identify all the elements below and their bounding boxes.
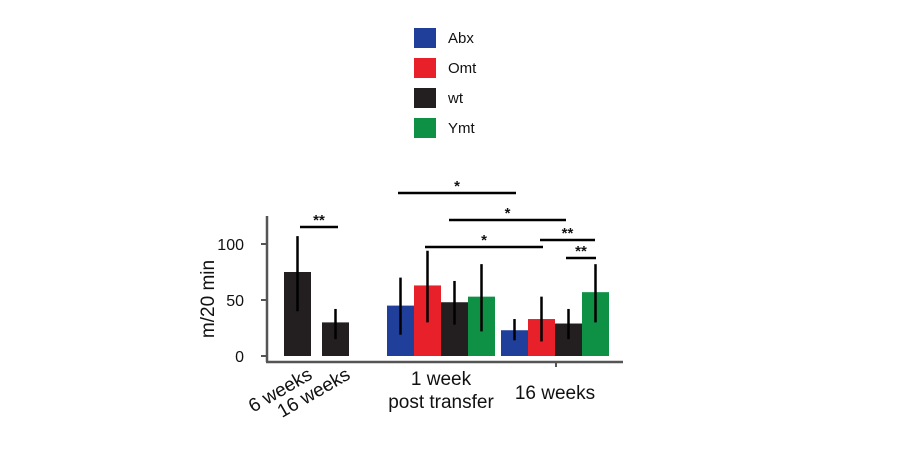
significance-label: *	[454, 178, 460, 195]
legend-swatch-ymt	[414, 118, 436, 138]
significance-label: **	[562, 225, 574, 242]
significance-label: **	[575, 243, 587, 260]
significance-label: *	[481, 232, 487, 249]
legend-label-abx: Abx	[448, 30, 474, 47]
y-tick-label: 0	[235, 349, 244, 366]
y-tick-label: 100	[217, 237, 244, 254]
x-category-label: 1 week	[411, 369, 472, 390]
x-category-label: post transfer	[388, 392, 494, 413]
legend-swatch-wt	[414, 88, 436, 108]
legend-swatch-omt	[414, 58, 436, 78]
legend-label-wt: wt	[447, 90, 464, 107]
significance-label: **	[313, 212, 325, 229]
y-tick-label: 50	[226, 293, 244, 310]
significance-label: *	[505, 205, 511, 222]
legend-label-omt: Omt	[448, 60, 477, 77]
chart-legend: Abx Omt wt Ymt	[414, 28, 477, 138]
legend-label-ymt: Ymt	[448, 120, 476, 137]
legend-swatch-abx	[414, 28, 436, 48]
bars	[284, 236, 609, 356]
x-category-label: 16 weeks	[515, 383, 595, 404]
significance-brackets: ***** ****	[300, 178, 596, 260]
y-axis-label: m/20 min	[198, 260, 219, 338]
